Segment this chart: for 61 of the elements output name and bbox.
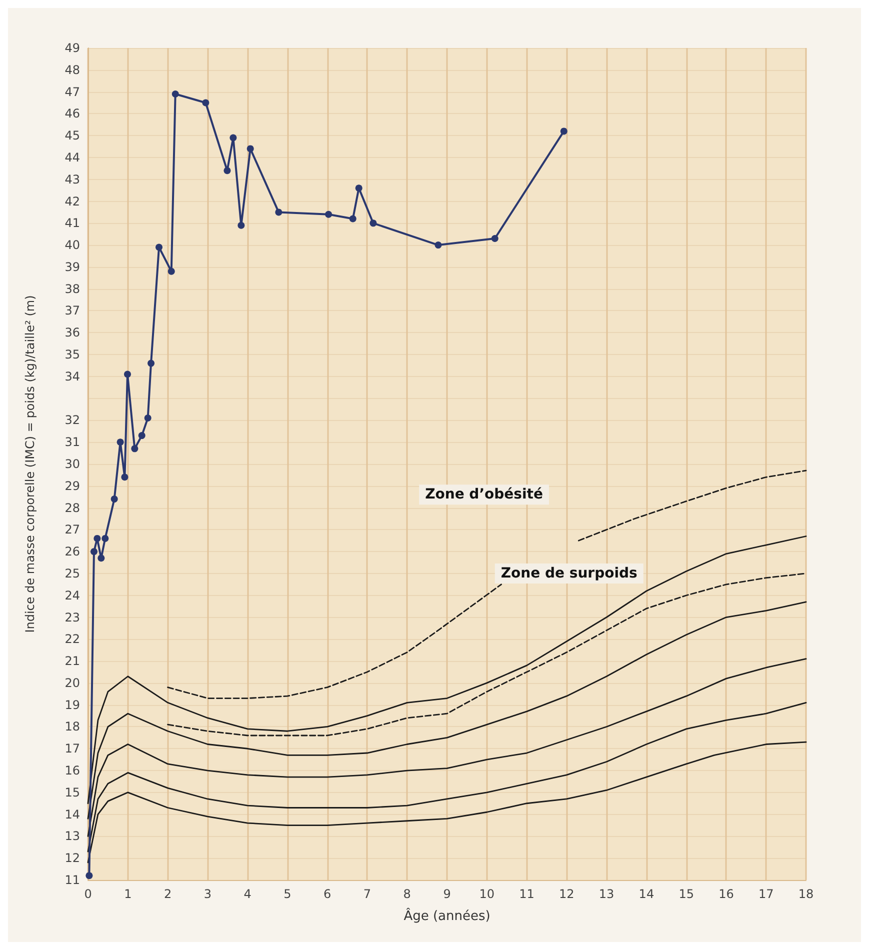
y-tick-label: 49 <box>64 41 80 55</box>
y-tick-label: 46 <box>64 106 80 121</box>
x-tick-label: 9 <box>443 887 451 901</box>
y-tick-label: 27 <box>64 522 80 537</box>
y-tick-label: 36 <box>64 326 80 340</box>
y-tick-label: 13 <box>64 829 80 844</box>
y-tick-label: 22 <box>64 632 80 646</box>
y-tick-label: 29 <box>64 478 80 493</box>
y-tick-label: 34 <box>64 369 80 384</box>
y-tick-label: 17 <box>64 742 80 756</box>
annotation: Zone de surpoids <box>500 565 638 582</box>
x-tick-label: 1 <box>124 887 132 901</box>
y-tick-label: 41 <box>64 216 80 230</box>
x-axis-title: Âge (années) <box>404 907 490 924</box>
y-tick-label: 24 <box>64 588 80 602</box>
x-tick-label: 14 <box>638 887 654 901</box>
y-tick-label: 42 <box>64 194 80 208</box>
x-tick-label: 15 <box>678 887 694 901</box>
x-tick-label: 13 <box>598 887 614 901</box>
y-axis-title: Indice de masse corporelle (IMC) = poids (kg)/taille² (m) <box>23 295 37 633</box>
x-tick-label: 2 <box>164 887 172 901</box>
x-tick-label: 18 <box>798 887 814 901</box>
y-tick-label: 38 <box>64 282 80 296</box>
y-tick-label: 40 <box>64 238 80 252</box>
y-tick-label: 31 <box>64 435 80 450</box>
y-tick-label: 26 <box>64 544 80 559</box>
x-tick-label: 10 <box>479 887 495 901</box>
y-tick-label: 15 <box>64 785 80 800</box>
x-tick-label: 12 <box>559 887 574 901</box>
y-tick-label: 39 <box>64 260 80 274</box>
y-tick-label: 30 <box>64 457 80 471</box>
x-tick-label: 11 <box>519 887 534 901</box>
y-tick-label: 45 <box>64 128 80 143</box>
annotation: Zone d’obésité <box>425 486 543 503</box>
x-tick-label: 4 <box>244 887 252 901</box>
x-tick-label: 7 <box>363 887 372 901</box>
x-tick-label: 0 <box>84 887 92 901</box>
y-tick-label: 43 <box>64 172 80 186</box>
y-tick-label: 37 <box>64 304 80 318</box>
x-tick-label: 6 <box>324 887 332 901</box>
y-tick-label: 47 <box>64 84 80 99</box>
y-tick-label: 25 <box>64 566 80 580</box>
x-tick-label: 16 <box>718 887 734 901</box>
y-tick-label: 32 <box>64 413 80 428</box>
y-tick-label: 44 <box>64 150 80 164</box>
y-tick-label: 28 <box>64 500 80 515</box>
y-tick-label: 20 <box>64 676 80 690</box>
y-tick-label: 14 <box>64 807 80 822</box>
x-tick-label: 5 <box>284 887 292 901</box>
y-tick-label: 11 <box>64 873 80 887</box>
y-tick-label: 23 <box>64 610 80 624</box>
y-tick-label: 35 <box>64 348 80 362</box>
y-tick-label: 18 <box>64 720 80 734</box>
x-tick-label: 3 <box>204 887 212 901</box>
x-tick-label: 8 <box>403 887 411 901</box>
y-tick-label: 21 <box>64 654 80 668</box>
y-tick-label: 12 <box>64 851 80 866</box>
y-tick-label: 16 <box>64 764 80 778</box>
y-tick-label: 48 <box>64 62 80 77</box>
y-tick-label: 19 <box>64 698 80 712</box>
x-tick-label: 17 <box>758 887 774 901</box>
